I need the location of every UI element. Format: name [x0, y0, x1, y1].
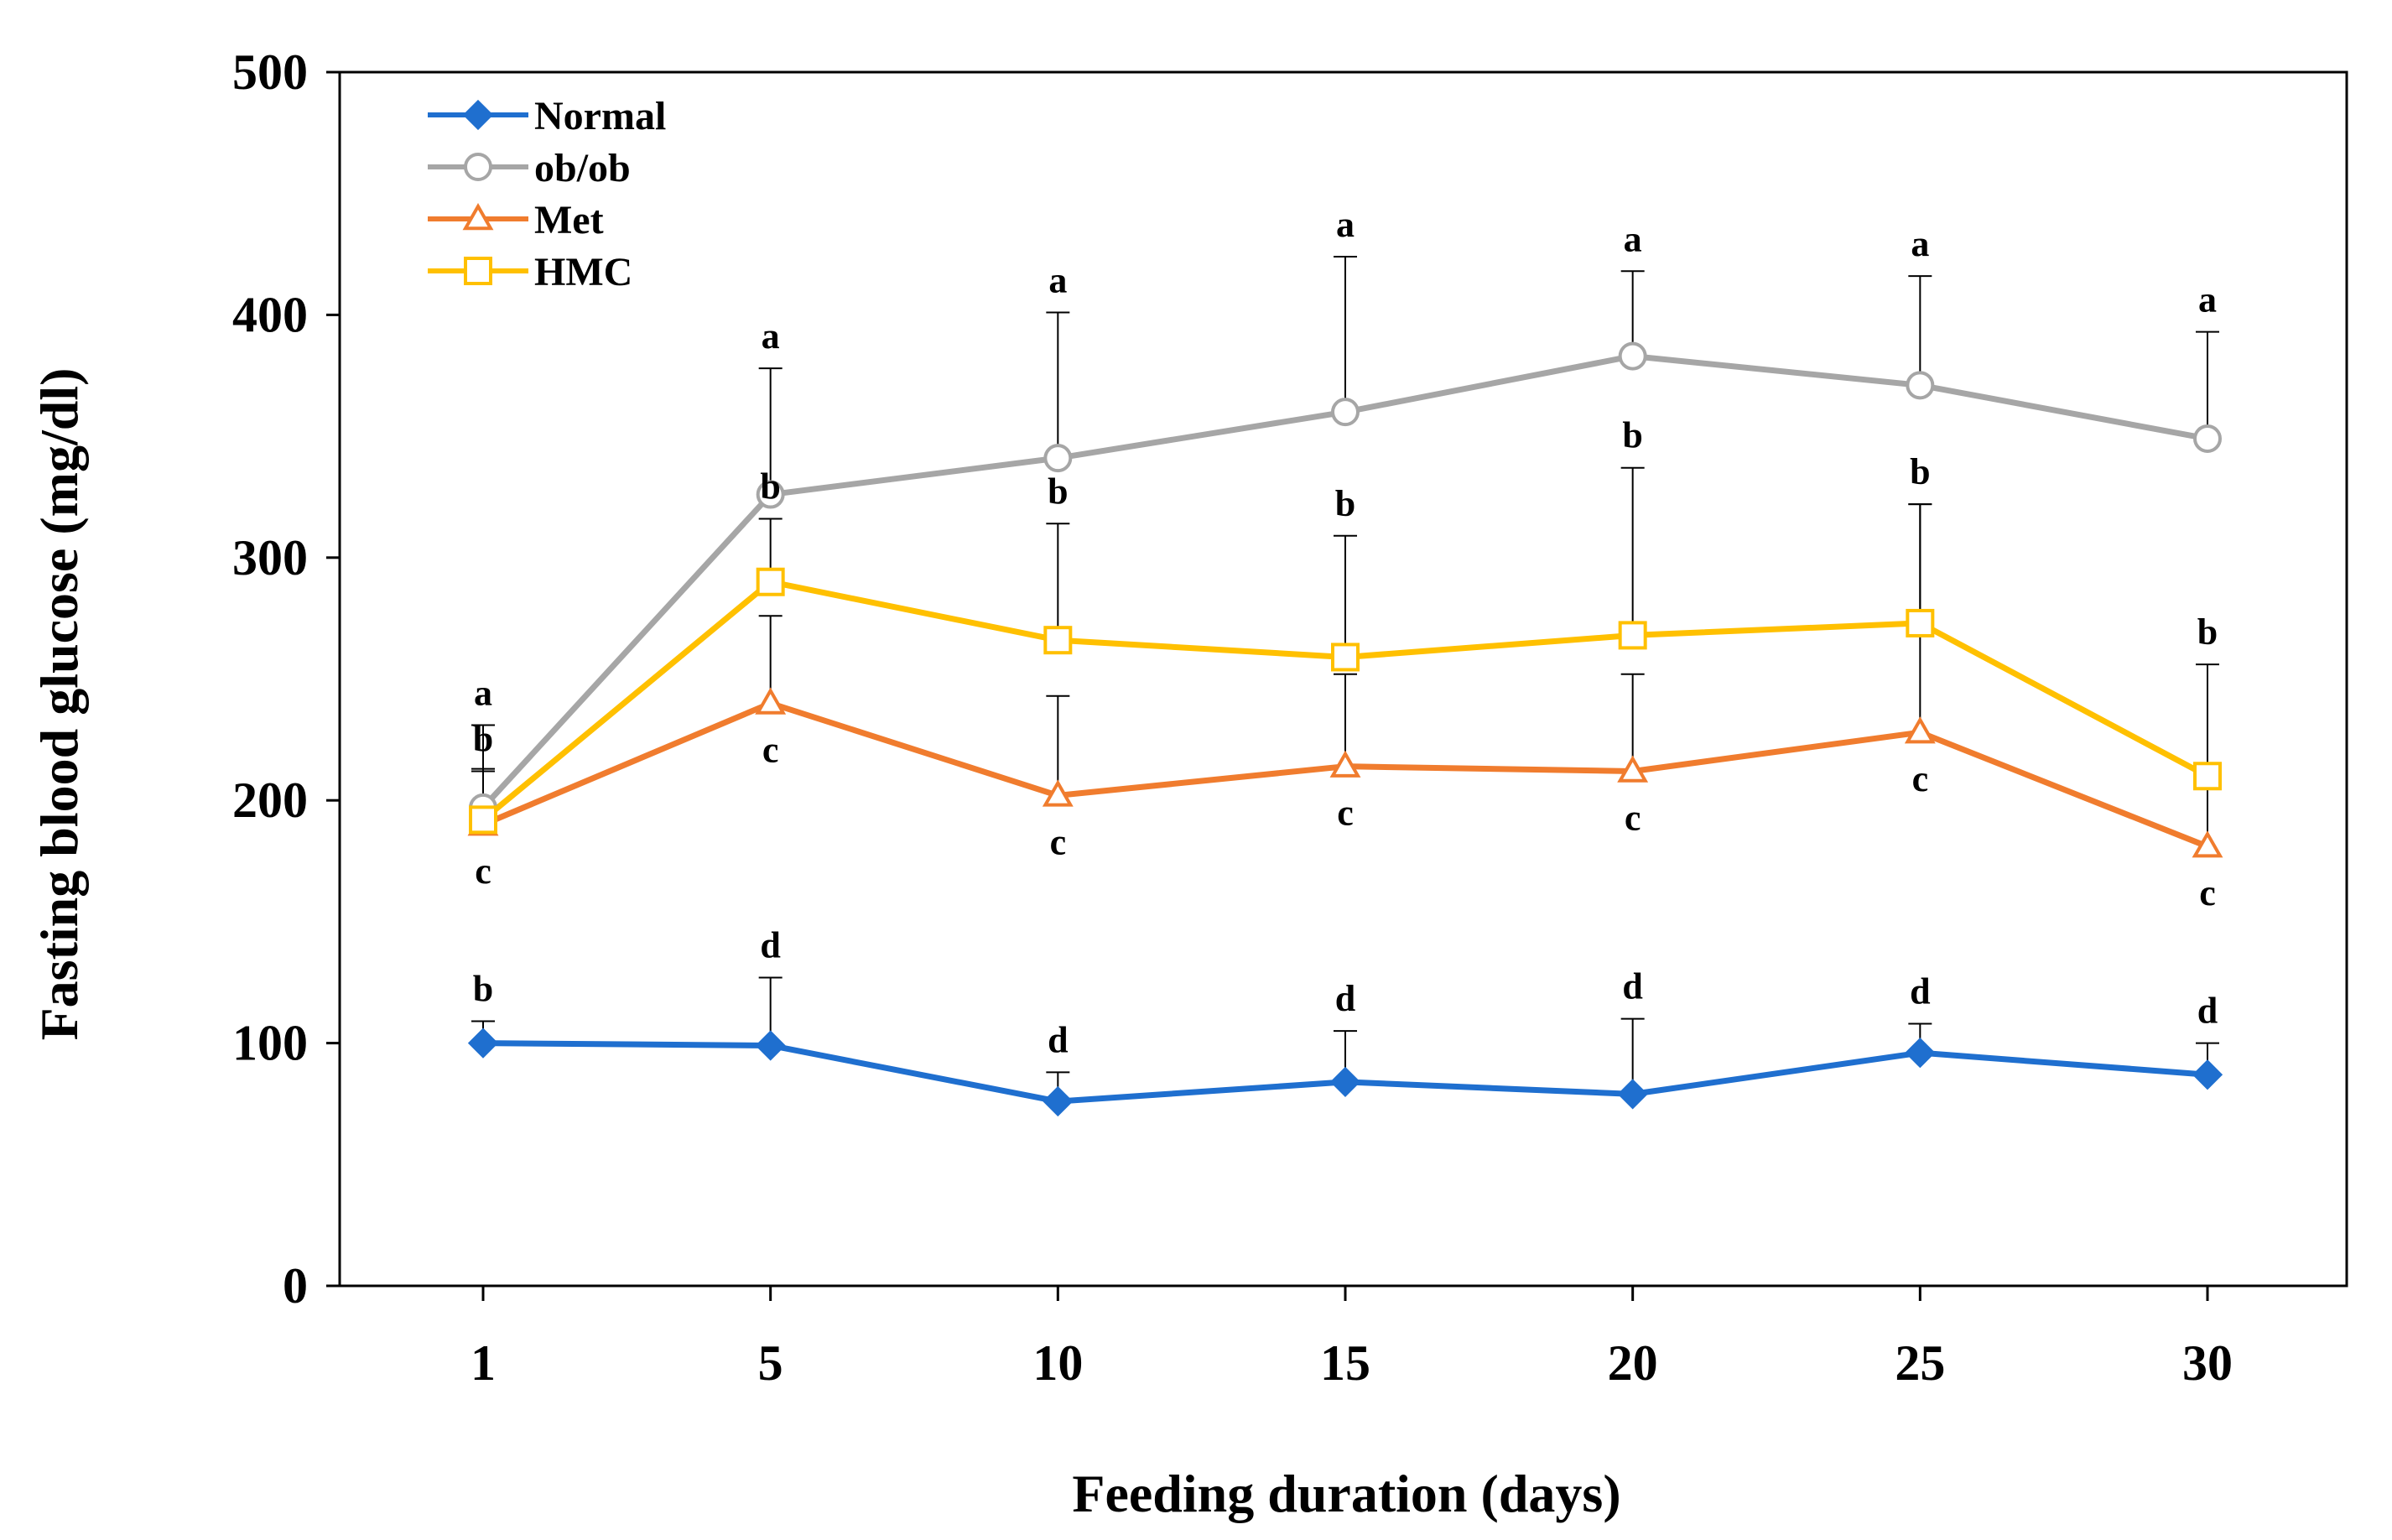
legend-label: ob/ob	[534, 146, 631, 190]
legend: Normal ob/ob Met HMC	[428, 94, 666, 294]
significance-label: a	[1048, 260, 1067, 301]
x-tick-label: 25	[1895, 1335, 1945, 1391]
significance-label: c	[1625, 797, 1641, 838]
diamond-marker	[1043, 1085, 1074, 1117]
significance-label: b	[1622, 415, 1642, 456]
legend-label: HMC	[534, 250, 632, 294]
triangle-marker	[462, 202, 494, 231]
significance-label: a	[1336, 204, 1355, 245]
circle-marker	[1331, 398, 1360, 427]
x-tick-label: 1	[471, 1335, 496, 1391]
significance-label: b	[1048, 471, 1068, 512]
significance-label: b	[2197, 611, 2218, 653]
square-marker	[1043, 626, 1073, 655]
significance-label: d	[1048, 1019, 1068, 1060]
significance-label: d	[1910, 970, 1930, 1012]
circle-marker	[464, 153, 492, 181]
y-tick-label: 500	[232, 44, 308, 100]
significance-label: c	[762, 729, 779, 770]
circle-marker	[1618, 341, 1647, 371]
significance-label: b	[1910, 451, 1930, 492]
significance-label: c	[1337, 793, 1354, 834]
significance-label: b	[473, 718, 493, 759]
circle-marker	[756, 480, 785, 509]
x-tick-label: 5	[758, 1335, 783, 1391]
significance-label: c	[1912, 758, 1929, 799]
diamond-marker	[755, 1030, 786, 1061]
y-tick-label: 200	[232, 773, 308, 828]
y-tick-label: 400	[232, 287, 308, 342]
square-marker	[464, 257, 492, 285]
triangle-marker	[755, 687, 787, 715]
diamond-marker	[467, 1028, 499, 1059]
x-axis-title: Feeding duration (days)	[1072, 1464, 1620, 1523]
y-tick-label: 0	[283, 1258, 308, 1314]
significance-label: a	[2198, 279, 2217, 320]
significance-label: c	[2199, 872, 2216, 913]
significance-label: d	[1335, 978, 1355, 1019]
circle-marker	[1906, 371, 1935, 400]
diamond-marker	[2192, 1059, 2223, 1090]
significance-label: a	[1911, 223, 1929, 264]
significance-label: b	[760, 466, 780, 507]
square-marker	[1618, 621, 1647, 650]
diamond-marker	[1329, 1066, 1361, 1098]
triangle-marker	[2192, 830, 2223, 858]
square-marker	[1906, 608, 1935, 637]
significance-label: c	[475, 851, 491, 892]
error-bars	[471, 255, 2219, 1102]
significance-label: a	[474, 672, 492, 713]
significance-label: b	[473, 969, 493, 1010]
x-tick-label: 20	[1608, 1335, 1658, 1391]
plot-frame	[338, 70, 2348, 1288]
significance-label: a	[762, 315, 780, 356]
x-tick-label: 15	[1320, 1335, 1370, 1391]
square-marker	[1331, 643, 1360, 672]
triangle-marker	[1329, 750, 1361, 778]
diamond-marker	[1905, 1038, 1936, 1069]
triangle-marker	[1042, 779, 1074, 807]
y-tick-label: 300	[232, 530, 308, 585]
x-tick-label: 30	[2182, 1335, 2233, 1391]
significance-label: c	[1050, 821, 1067, 862]
significance-label: d	[2197, 991, 2218, 1032]
y-axis-title: Fasting blood glucose (mg/dl)	[29, 368, 89, 1041]
y-tick-label: 100	[232, 1016, 308, 1071]
diamond-marker	[462, 99, 494, 131]
x-tick-label: 10	[1032, 1335, 1083, 1391]
legend-label: Normal	[534, 94, 666, 138]
significance-labels: b d d d d d d a a a a a a a c c c c c c c b b b b b b b	[473, 204, 2218, 1060]
legend-label: Met	[534, 198, 604, 242]
significance-label: a	[1624, 218, 1642, 259]
triangle-marker	[1617, 755, 1649, 783]
square-marker	[756, 567, 785, 596]
significance-label: d	[1622, 966, 1642, 1007]
square-marker	[2193, 762, 2222, 791]
significance-label: d	[760, 924, 780, 965]
triangle-marker	[1904, 716, 1936, 744]
significance-label: b	[1335, 483, 1355, 524]
series-markers	[467, 341, 2223, 1117]
circle-marker	[1043, 444, 1073, 473]
diamond-marker	[1617, 1079, 1648, 1110]
square-marker	[469, 805, 497, 835]
circle-marker	[2193, 424, 2222, 453]
